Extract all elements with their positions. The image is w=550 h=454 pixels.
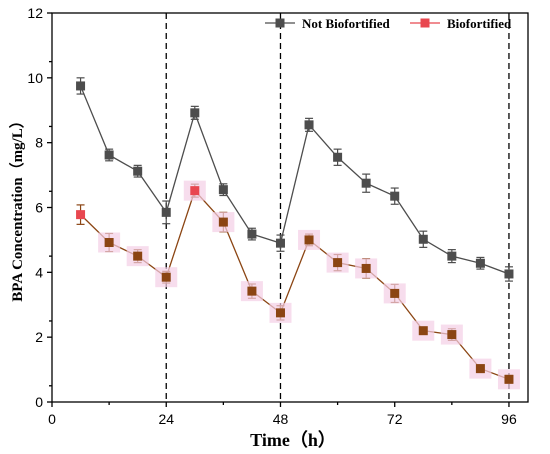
data-point <box>133 251 143 261</box>
data-point <box>133 166 143 176</box>
x-tick-label: 96 <box>501 411 517 427</box>
x-tick-label: 48 <box>273 411 289 427</box>
legend-swatch-marker <box>420 18 430 28</box>
data-point <box>361 263 371 273</box>
data-point <box>190 108 200 118</box>
y-axis-title: BPA Concentration（mg/L） <box>8 113 26 301</box>
data-point <box>418 234 428 244</box>
legend-item: Biofortified <box>410 16 512 31</box>
legend-item: Not Biofortified <box>265 16 391 31</box>
legend-label: Biofortified <box>447 16 512 31</box>
data-point <box>76 210 86 220</box>
series-layer <box>76 77 520 390</box>
data-point <box>418 326 428 336</box>
y-tick-label: 4 <box>35 264 43 280</box>
x-tick-label: 72 <box>387 411 403 427</box>
data-point <box>333 258 343 268</box>
data-point <box>76 81 86 91</box>
data-point <box>475 364 485 374</box>
data-point <box>190 186 200 196</box>
data-point <box>247 229 257 239</box>
series-line <box>79 85 510 275</box>
data-point <box>104 150 114 160</box>
x-axis-title: Time（h） <box>250 430 336 450</box>
data-point <box>218 185 228 195</box>
x-tick-label: 0 <box>48 411 56 427</box>
series-not-biofortified <box>76 77 514 282</box>
data-point <box>361 178 371 188</box>
data-point <box>504 269 514 279</box>
data-point <box>161 207 171 217</box>
data-point <box>390 191 400 201</box>
y-tick-label: 0 <box>35 394 43 410</box>
data-point <box>475 258 485 268</box>
data-point <box>504 374 514 384</box>
data-point <box>275 308 285 318</box>
y-tick-label: 8 <box>35 135 43 151</box>
legend: Not Biofortified Biofortified <box>265 16 512 31</box>
data-point <box>104 238 114 248</box>
data-point <box>218 217 228 227</box>
data-point <box>304 235 314 245</box>
data-point <box>447 330 457 340</box>
y-tick-label: 2 <box>35 329 43 345</box>
data-point <box>247 286 257 296</box>
data-point <box>275 238 285 248</box>
data-point <box>447 251 457 261</box>
y-tick-label: 10 <box>27 70 43 86</box>
legend-swatch-marker <box>275 18 285 28</box>
series-biofortified <box>76 180 520 390</box>
data-point <box>333 152 343 162</box>
data-point <box>304 120 314 130</box>
y-tick-label: 12 <box>27 5 43 21</box>
x-tick-label: 24 <box>158 411 174 427</box>
legend-label: Not Biofortified <box>302 16 391 31</box>
series-line <box>80 189 510 380</box>
y-tick-label: 6 <box>35 200 43 216</box>
data-point <box>390 288 400 298</box>
data-point <box>161 272 171 282</box>
